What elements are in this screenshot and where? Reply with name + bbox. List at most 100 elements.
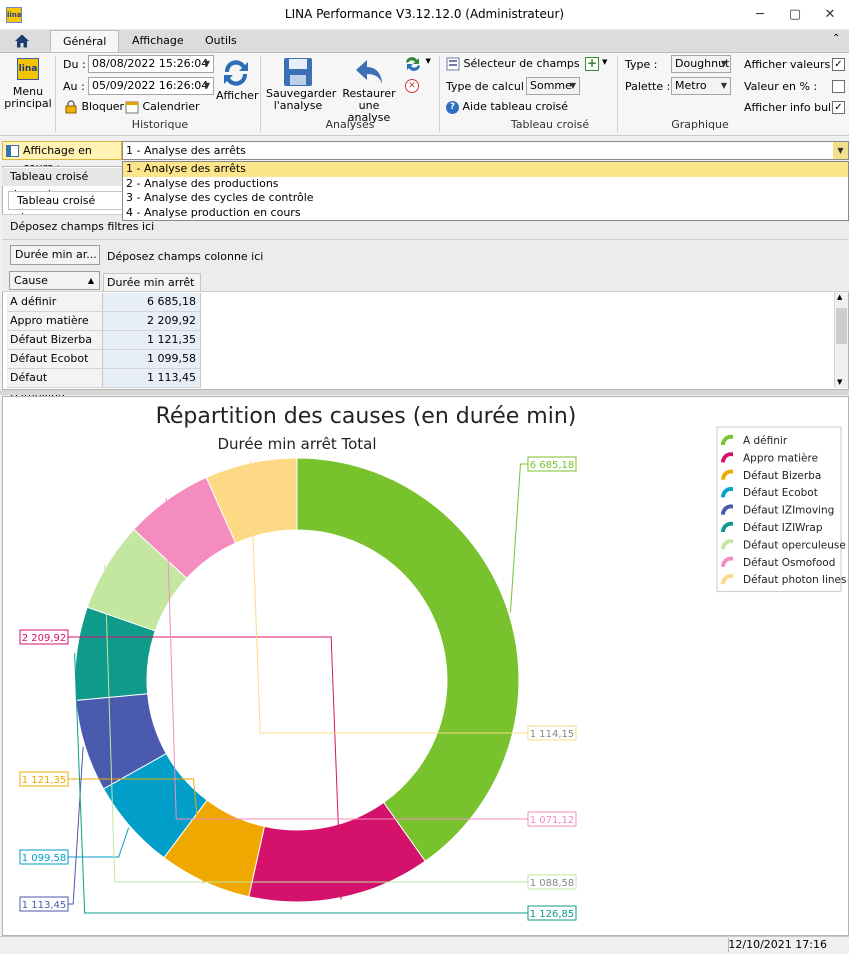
affichage-option[interactable]: 4 - Analyse production en cours	[126, 205, 301, 219]
data-label-leader	[74, 652, 528, 914]
legend-swatch	[720, 539, 733, 550]
scroll-up-icon[interactable]: ▲	[837, 293, 843, 301]
lina-logo-icon: lina	[17, 58, 39, 80]
pivot-tabstrip[interactable]: Tableau croisé dynamic	[2, 168, 128, 201]
swap-analyse-button[interactable]: ▼	[404, 57, 432, 73]
calendrier-button[interactable]: Calendrier	[125, 100, 200, 116]
affichage-select[interactable]: 1 - Analyse des arrêts ▼	[122, 141, 849, 160]
aide-tableau-button[interactable]: ? Aide tableau croisé	[446, 100, 568, 116]
tab-general[interactable]: Général	[50, 30, 120, 52]
value-column-header[interactable]: Durée min arrêt ...	[103, 273, 201, 306]
tab-outils[interactable]: Outils	[205, 34, 237, 47]
afficher-button[interactable]: Afficher	[216, 56, 258, 106]
table-row-header[interactable]: Défaut Ecobot	[7, 350, 103, 369]
table-cell[interactable]: 1 099,58	[103, 350, 201, 369]
legend-entry: A définir	[743, 435, 788, 447]
table-row-header[interactable]: Appro matière	[7, 312, 103, 331]
dropdown-arrow-icon: ▼	[425, 57, 431, 65]
afficher-info-bulle-label: Afficher info bulle	[744, 101, 841, 114]
affichage-option[interactable]: 2 - Analyse des productions	[126, 176, 279, 190]
legend-entry: Défaut Osmofood	[743, 557, 835, 569]
table-cell[interactable]: 1 121,35	[103, 331, 201, 350]
tableau-croise-group-label: Tableau croisé	[510, 118, 590, 131]
legend-entry: Défaut Ecobot	[743, 487, 818, 499]
affichage-en-cours-label: Affichage en cours :	[2, 141, 122, 174]
data-label: 1 099,58	[22, 853, 67, 864]
close-button[interactable]: ✕	[824, 7, 836, 22]
chart-type-value: Doughnut	[675, 57, 730, 70]
palette-select[interactable]: Metro ▼	[671, 77, 731, 95]
row-field-button[interactable]: Cause ▲	[9, 271, 100, 290]
calendar-icon	[125, 101, 139, 114]
selecteur-champs-button[interactable]: Sélecteur de champs	[446, 57, 580, 73]
data-label-leader	[68, 636, 342, 900]
vertical-scrollbar[interactable]: ▲ ▼	[834, 292, 848, 388]
au-datetime-value: 05/09/2022 16:26:04	[92, 79, 209, 92]
bloquer-button[interactable]: Bloquer	[64, 100, 124, 116]
data-label: 2 209,92	[22, 633, 67, 644]
sort-ascending-icon: ▲	[87, 276, 94, 285]
legend-swatch	[720, 486, 733, 498]
dropdown-arrow-icon[interactable]: ▼	[203, 81, 210, 90]
column-drop-zone[interactable]: Déposez champs colonne ici	[107, 250, 264, 263]
add-field-icon[interactable]: +	[585, 56, 599, 71]
menu-principal-label: Menu principal	[4, 85, 52, 110]
table-row-header[interactable]: Défaut Bizerba	[7, 331, 103, 350]
dropdown-arrow-icon[interactable]: ▼	[602, 58, 608, 66]
scrollbar-thumb[interactable]	[836, 308, 847, 344]
legend-entry: Défaut Bizerba	[743, 470, 821, 482]
graphique-group-label: Graphique	[671, 118, 729, 131]
dropdown-arrow-icon[interactable]: ▼	[833, 142, 848, 159]
legend-swatch	[720, 573, 733, 585]
group-separator	[260, 56, 261, 132]
legend-swatch	[720, 521, 733, 532]
pivot-tab[interactable]: Tableau croisé dynam	[8, 191, 128, 224]
data-field-button[interactable]: Durée min ar...	[10, 245, 100, 265]
data-label: 1 121,35	[22, 775, 67, 786]
doughnut-slice[interactable]	[296, 457, 520, 862]
affichage-option[interactable]: 3 - Analyse des cycles de contrôle	[126, 191, 314, 204]
table-cell[interactable]: 6 685,18	[103, 293, 201, 312]
dropdown-arrow-icon: ▼	[569, 81, 576, 90]
scroll-down-icon[interactable]: ▼	[837, 378, 843, 386]
table-cell[interactable]: 1 113,45	[103, 369, 201, 388]
restaurer-analyse-button[interactable]: Restaurer une analyse	[336, 56, 402, 124]
row-header-zone	[2, 270, 849, 292]
maximize-button[interactable]: ▢	[788, 7, 802, 22]
data-label-leader	[68, 827, 130, 858]
au-datetime-field[interactable]: 05/09/2022 16:26:04 ▼	[88, 77, 214, 95]
legend-swatch	[720, 469, 733, 480]
home-button[interactable]	[4, 31, 40, 51]
data-label: 1 113,45	[22, 900, 67, 911]
afficher-info-bulle-checkbox[interactable]: ✓	[832, 101, 845, 114]
dropdown-arrow-icon: ▼	[720, 81, 727, 90]
data-label-box	[19, 896, 69, 912]
du-datetime-field[interactable]: 08/08/2022 15:26:04 ▼	[88, 55, 214, 73]
type-calcul-select[interactable]: Somme ▼	[526, 77, 580, 95]
dropdown-arrow-icon[interactable]: ▼	[203, 59, 210, 68]
delete-analyse-icon[interactable]: ✕	[405, 79, 419, 93]
selecteur-champs-label: Sélecteur de champs	[463, 57, 580, 70]
chart-type-select[interactable]: Doughnut ▼	[671, 55, 731, 73]
data-label-box	[19, 629, 69, 645]
table-cell[interactable]: 2 209,92	[103, 312, 201, 331]
sauvegarder-analyse-button[interactable]: Sauvegarder l'analyse	[266, 56, 336, 118]
palette-label: Palette :	[625, 80, 671, 93]
tab-affichage[interactable]: Affichage	[132, 34, 184, 47]
affichage-option[interactable]: 1 - Analyse des arrêts	[123, 162, 848, 177]
home-icon	[15, 34, 29, 48]
data-label-leader	[165, 498, 528, 820]
chart-legend	[716, 426, 842, 593]
doughnut-chart: Répartition des causes (en durée min) Du…	[19, 404, 846, 921]
table-row-header[interactable]: A définir	[7, 293, 103, 312]
valeur-pct-checkbox[interactable]	[832, 80, 845, 93]
splitter[interactable]	[0, 390, 849, 395]
historique-group-label: Historique	[131, 118, 189, 131]
minimize-button[interactable]: ─	[756, 7, 764, 22]
table-row-header[interactable]: Défaut IZImoving	[7, 369, 103, 402]
type-calcul-label: Type de calcul :	[446, 80, 532, 93]
collapse-ribbon-icon[interactable]: ⌃	[832, 33, 841, 44]
chart-subtitle: Durée min arrêt Total	[217, 435, 376, 453]
menu-principal-button[interactable]: lina Menu principal	[4, 58, 52, 116]
afficher-valeurs-checkbox[interactable]: ✓	[832, 58, 845, 71]
